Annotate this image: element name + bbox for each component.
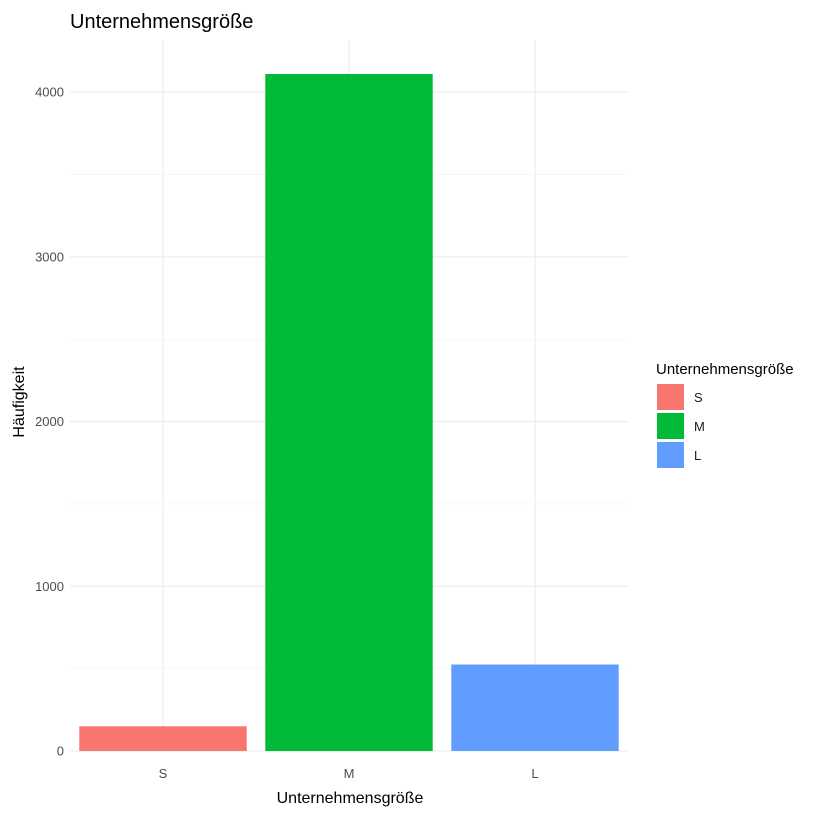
x-tick-label: M (344, 766, 355, 781)
legend-swatch-s (657, 384, 684, 410)
y-axis-title: Häufigkeit (11, 366, 28, 438)
bar-s (79, 726, 247, 751)
x-tick-label: L (531, 766, 538, 781)
y-tick-label: 3000 (35, 249, 64, 264)
chart-title: Unternehmensgröße (70, 11, 253, 33)
bars (79, 74, 619, 751)
x-tick-label: S (159, 766, 168, 781)
x-axis-title: Unternehmensgröße (277, 790, 424, 807)
legend-label-m: M (694, 419, 705, 434)
legend-title: Unternehmensgröße (656, 361, 794, 378)
legend-items: SML (657, 384, 705, 468)
y-axis: 0 1000 2000 3000 4000 (35, 85, 64, 759)
legend-label-l: L (694, 448, 701, 463)
legend-swatch-m (657, 413, 684, 439)
y-tick-label: 2000 (35, 414, 64, 429)
legend-swatch-l (657, 442, 684, 468)
bar-m (265, 74, 433, 751)
y-tick-label: 4000 (35, 85, 64, 100)
legend-label-s: S (694, 390, 703, 405)
y-tick-label: 1000 (35, 579, 64, 594)
bar-l (451, 664, 619, 751)
plot-area (70, 40, 628, 752)
y-tick-label: 0 (57, 744, 64, 759)
legend: Unternehmensgröße SML (656, 361, 794, 468)
